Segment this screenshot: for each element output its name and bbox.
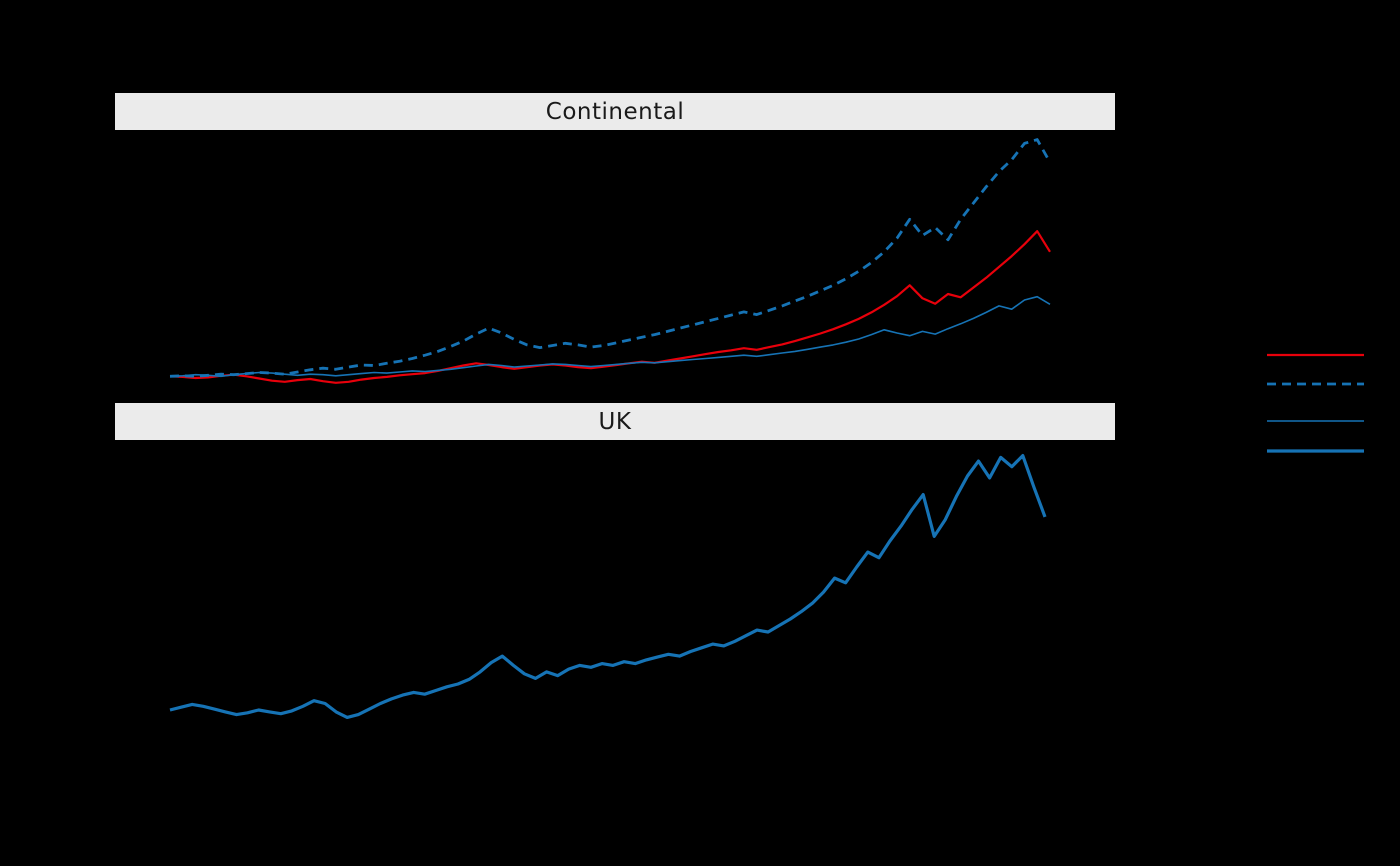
panel-continental	[169, 138, 1052, 384]
series-blue-dashed-thick	[169, 138, 1052, 378]
facet-strip-uk: UK	[115, 403, 1115, 440]
series-blue-solid-thick	[169, 454, 1047, 720]
series-red-solid-medium	[169, 230, 1051, 384]
facet-title-uk: UK	[598, 408, 632, 435]
panel-uk	[169, 454, 1047, 720]
facet-strip-continental: Continental	[115, 93, 1115, 130]
legend	[1267, 353, 1364, 453]
facet-title-continental: Continental	[545, 98, 685, 125]
series-blue-solid-thin	[169, 295, 1051, 378]
